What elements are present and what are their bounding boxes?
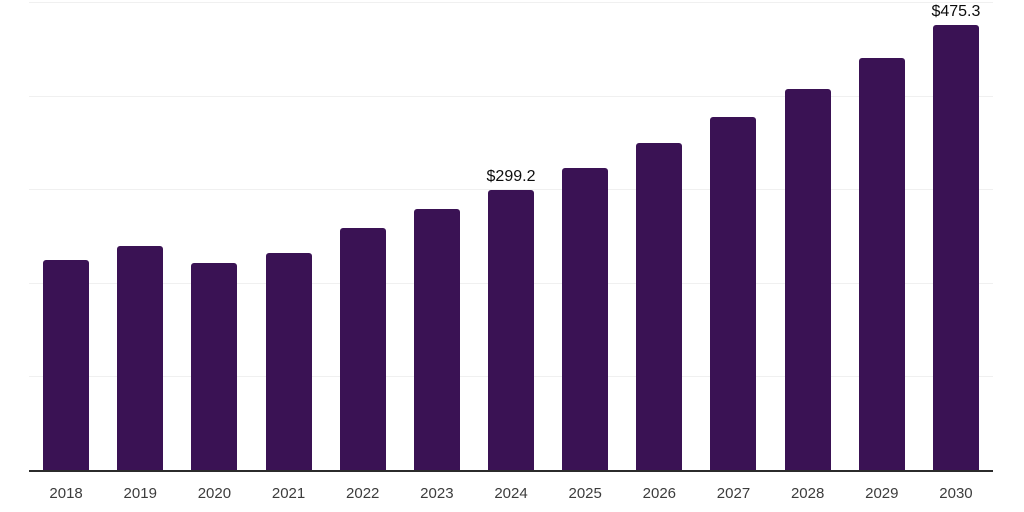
bar-slot-2026 [622,0,696,470]
bar-2022 [339,228,386,470]
bar-2024 [488,190,535,470]
bar-slot-2030 [919,0,993,470]
bar-2025 [562,168,609,470]
x-tick-2027: 2027 [716,485,751,502]
bar-2020 [191,263,238,470]
x-tick-2029: 2029 [865,485,899,502]
bar-2027 [710,117,757,470]
bar-slot-2027 [696,0,770,470]
x-tick-2020: 2020 [197,485,232,502]
bar-2023 [413,209,460,470]
bar-slot-2024 [474,0,548,470]
bar-2021 [265,253,312,470]
bar-slot-2018 [29,0,103,470]
value-label-2024: $299.2 [486,168,536,185]
gridline-400 [29,96,993,97]
bar-slot-2022 [326,0,400,470]
bar-slot-2028 [771,0,845,470]
x-tick-2024: 2024 [494,485,528,502]
bars-layer [29,0,993,470]
x-tick-2022: 2022 [346,485,380,502]
bar-2018 [43,260,90,470]
x-tick-2026: 2026 [642,485,677,502]
bar-slot-2021 [251,0,325,470]
bar-slot-2025 [548,0,622,470]
bar-slot-2020 [177,0,251,470]
gridline-300 [29,189,993,190]
x-tick-2030: 2030 [939,485,973,502]
x-axis-tick-labels: 2018 2019 2020 2021 2022 2023 2024 2025 2026 2027… [29,483,993,505]
bar-2026 [636,143,683,470]
x-tick-2023: 2023 [420,485,454,502]
x-tick-2025: 2025 [568,485,602,502]
bar-slot-2023 [400,0,474,470]
bar-2028 [784,89,831,470]
x-axis-line [29,470,993,472]
x-tick-2018: 2018 [49,485,83,502]
bar-slot-2029 [845,0,919,470]
bar-2019 [117,246,164,470]
value-label-2030: $475.3 [931,3,981,20]
x-tick-2019: 2019 [123,485,157,502]
x-tick-2021: 2021 [271,485,306,502]
x-tick-2028: 2028 [790,485,825,502]
bar-2030 [932,25,979,470]
bar-2029 [858,58,905,470]
bar-slot-2019 [103,0,177,470]
gridline-500 [29,2,993,3]
